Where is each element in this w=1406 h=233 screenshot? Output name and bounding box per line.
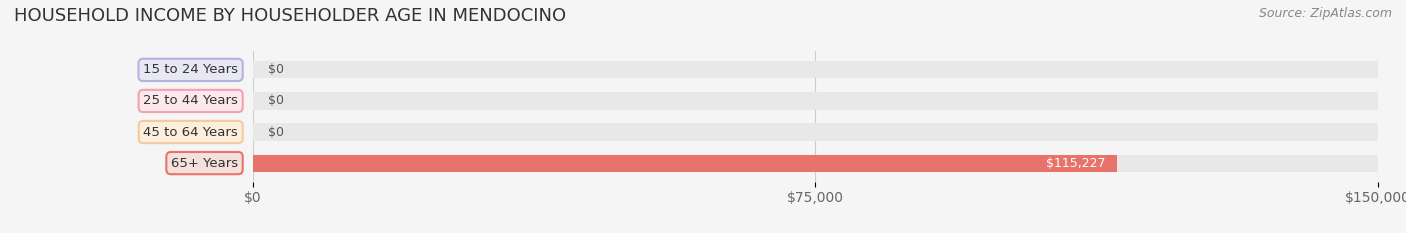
Text: 15 to 24 Years: 15 to 24 Years [143, 63, 238, 76]
Text: Source: ZipAtlas.com: Source: ZipAtlas.com [1258, 7, 1392, 20]
Bar [253, 154, 1118, 172]
Text: $0: $0 [269, 94, 284, 107]
Bar [253, 123, 1378, 140]
Text: HOUSEHOLD INCOME BY HOUSEHOLDER AGE IN MENDOCINO: HOUSEHOLD INCOME BY HOUSEHOLDER AGE IN M… [14, 7, 567, 25]
Text: 25 to 44 Years: 25 to 44 Years [143, 94, 238, 107]
Text: $115,227: $115,227 [1046, 157, 1107, 170]
Bar [253, 61, 1378, 79]
Bar [253, 93, 1378, 110]
Text: $0: $0 [269, 63, 284, 76]
Text: 65+ Years: 65+ Years [172, 157, 238, 170]
Bar [253, 154, 1378, 172]
Text: 45 to 64 Years: 45 to 64 Years [143, 126, 238, 139]
Text: $0: $0 [269, 126, 284, 139]
